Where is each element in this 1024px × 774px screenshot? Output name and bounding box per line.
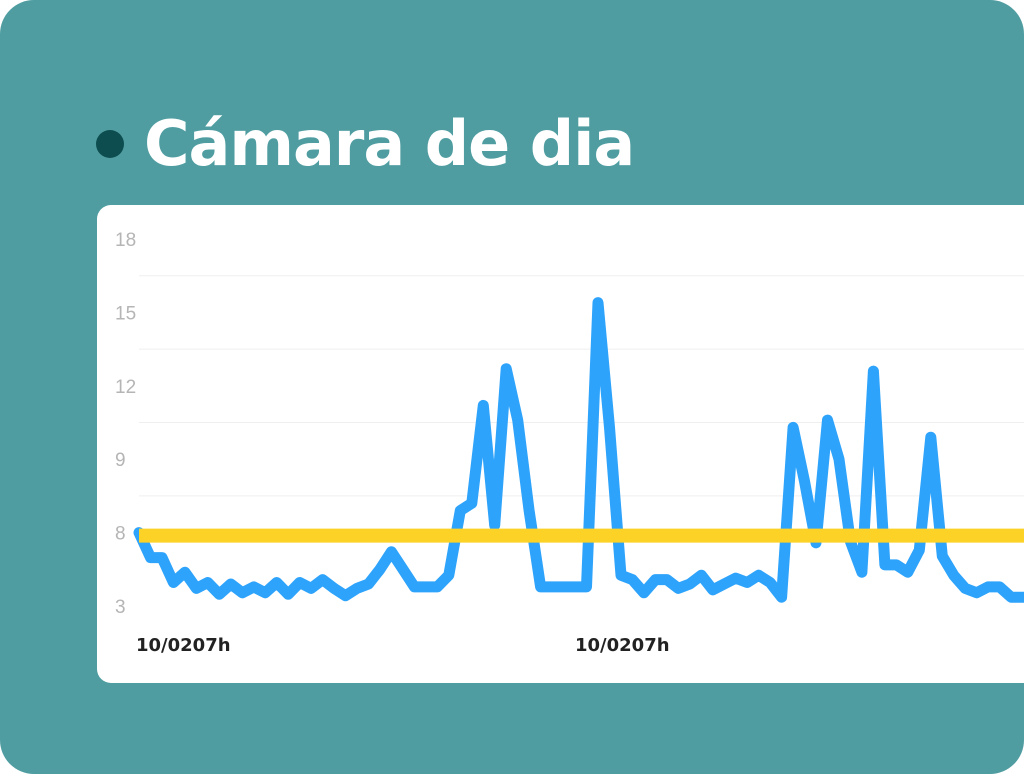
y-axis-ticks: 18 15 12 9 8 3 <box>115 230 136 618</box>
y-tick-label: 18 <box>115 230 136 251</box>
chart-card: 18 15 12 9 8 3 10/0207h 10/0207h <box>97 205 1024 683</box>
line-chart: 18 15 12 9 8 3 10/0207h 10/0207h <box>115 230 1024 656</box>
y-tick-label: 15 <box>115 303 136 324</box>
title-row: Cámara de dia <box>96 104 635 184</box>
y-tick-label: 8 <box>115 524 126 545</box>
bullet-dot-icon <box>96 130 124 158</box>
chart-title: Cámara de dia <box>144 107 635 180</box>
x-tick-label: 10/0207h <box>136 635 231 656</box>
series-line <box>133 297 1024 603</box>
grid-lines <box>139 275 1024 497</box>
x-axis-ticks: 10/0207h 10/0207h <box>136 635 670 656</box>
series-layer <box>133 297 1024 603</box>
y-tick-label: 12 <box>115 377 136 398</box>
y-tick-label: 9 <box>115 450 126 471</box>
y-tick-label: 3 <box>115 597 126 618</box>
x-tick-label: 10/0207h <box>575 635 670 656</box>
